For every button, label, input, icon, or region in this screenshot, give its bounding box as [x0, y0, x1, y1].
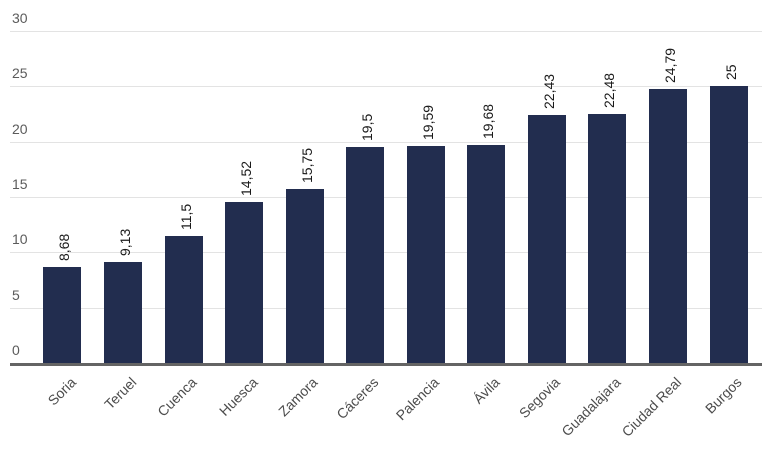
bar-value-label-palencia: 19,59: [419, 105, 436, 141]
bar-guadalajara: [588, 114, 627, 363]
bar-avila: [467, 145, 506, 363]
y-axis-tick-label: 15: [12, 176, 28, 192]
x-axis-label-soria: Soria: [44, 374, 79, 409]
y-axis-tick-label: 25: [12, 65, 28, 82]
x-axis-label-zamora: Zamora: [275, 374, 322, 420]
bar-value-label-huesca: 14,52: [238, 161, 255, 197]
bar-value-label-zamora: 15,75: [298, 147, 315, 183]
x-axis-label-burgos: Burgos: [702, 374, 745, 417]
gridline: [10, 197, 762, 198]
y-axis-tick-label: 10: [12, 231, 28, 248]
x-axis-label-caceres: Cáceres: [333, 374, 382, 423]
bar-soria: [43, 266, 82, 363]
gridline: [10, 252, 762, 254]
x-axis-label-segovia: Segovia: [516, 374, 564, 422]
bar-zamora: [285, 188, 324, 363]
bar-value-label-avila: 19,68: [480, 104, 497, 140]
bar-burgos: [709, 86, 748, 363]
x-axis-line: [10, 363, 762, 366]
bar-caceres: [346, 147, 385, 363]
gridline: [10, 307, 762, 309]
bar-value-label-guadalajara: 22,48: [601, 73, 618, 109]
gridline: [10, 141, 762, 143]
bar-value-label-teruel: 9,13: [117, 228, 134, 256]
bar-cuenca: [164, 235, 203, 363]
x-axis-label-palencia: Palencia: [392, 374, 443, 424]
bar-value-label-cuenca: 11,5: [177, 203, 194, 230]
bar-value-label-burgos: 25: [722, 64, 739, 81]
bar-palencia: [406, 146, 445, 363]
x-axis-label-cuenca: Cuenca: [154, 374, 200, 420]
x-axis-label-ciudad-real: Ciudad Real: [618, 374, 685, 440]
x-axis-label-teruel: Teruel: [101, 374, 140, 413]
y-axis-tick-label: 30: [12, 10, 28, 26]
bar-value-label-segovia: 22,43: [540, 73, 557, 109]
bar-huesca: [225, 202, 264, 363]
bar-segovia: [527, 114, 566, 363]
y-axis-tick-label: 20: [12, 120, 28, 137]
y-axis-tick-label: 5: [12, 286, 20, 303]
x-axis-label-huesca: Huesca: [215, 374, 261, 419]
bar-value-label-soria: 8,68: [56, 233, 73, 261]
gridline: [10, 31, 762, 32]
x-axis-label-guadalajara: Guadalajara: [558, 374, 624, 440]
bar-teruel: [104, 261, 143, 363]
gridline: [10, 86, 762, 88]
y-axis-tick-label: 0: [12, 342, 20, 358]
bar-value-label-ciudad-real: 24,79: [661, 47, 678, 83]
bar-ciudad-real: [648, 88, 687, 363]
x-axis-label-avila: Ávila: [469, 374, 503, 407]
bar-value-label-caceres: 19,5: [359, 113, 376, 142]
